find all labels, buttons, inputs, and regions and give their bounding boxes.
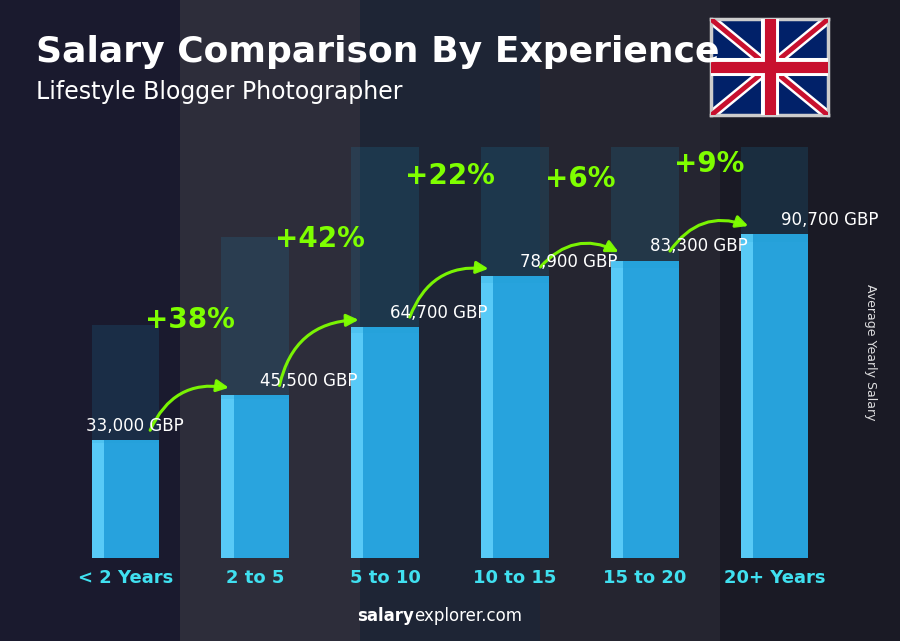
Text: Salary Comparison By Experience: Salary Comparison By Experience: [36, 35, 719, 69]
Text: 78,900 GBP: 78,900 GBP: [520, 253, 617, 271]
Text: 90,700 GBP: 90,700 GBP: [781, 211, 878, 229]
Bar: [0, 0, 180, 641]
Bar: [360, 0, 540, 641]
Bar: [92, 440, 104, 558]
Bar: [611, 260, 623, 558]
FancyArrowPatch shape: [150, 381, 226, 430]
Text: +42%: +42%: [275, 225, 365, 253]
FancyArrowPatch shape: [280, 315, 356, 385]
FancyArrowPatch shape: [410, 262, 485, 317]
Text: 83,300 GBP: 83,300 GBP: [650, 237, 748, 255]
Bar: [741, 0, 808, 242]
Text: Lifestyle Blogger Photographer: Lifestyle Blogger Photographer: [36, 80, 402, 104]
Bar: [741, 234, 753, 558]
Bar: [741, 234, 808, 558]
Bar: [482, 2, 549, 283]
Bar: [92, 325, 159, 443]
Bar: [221, 395, 234, 558]
Bar: [180, 0, 360, 641]
Text: explorer.com: explorer.com: [414, 607, 522, 625]
FancyArrowPatch shape: [540, 242, 616, 267]
Text: 64,700 GBP: 64,700 GBP: [391, 304, 488, 322]
FancyArrowPatch shape: [670, 217, 745, 251]
Text: 33,000 GBP: 33,000 GBP: [86, 417, 184, 435]
Bar: [611, 260, 679, 558]
Text: +6%: +6%: [544, 165, 615, 193]
Text: +22%: +22%: [405, 162, 495, 190]
Bar: [351, 327, 418, 558]
Bar: [482, 276, 549, 558]
Text: salary: salary: [357, 607, 414, 625]
Text: +9%: +9%: [674, 151, 745, 178]
Bar: [351, 102, 418, 333]
Bar: [540, 0, 720, 641]
Bar: [221, 237, 289, 399]
Bar: [720, 0, 900, 641]
Bar: [92, 440, 159, 558]
Text: Average Yearly Salary: Average Yearly Salary: [865, 285, 878, 420]
Bar: [482, 276, 493, 558]
Bar: [351, 327, 364, 558]
Bar: [611, 0, 679, 268]
Text: +38%: +38%: [146, 306, 235, 334]
Bar: [221, 395, 289, 558]
Text: 45,500 GBP: 45,500 GBP: [260, 372, 358, 390]
